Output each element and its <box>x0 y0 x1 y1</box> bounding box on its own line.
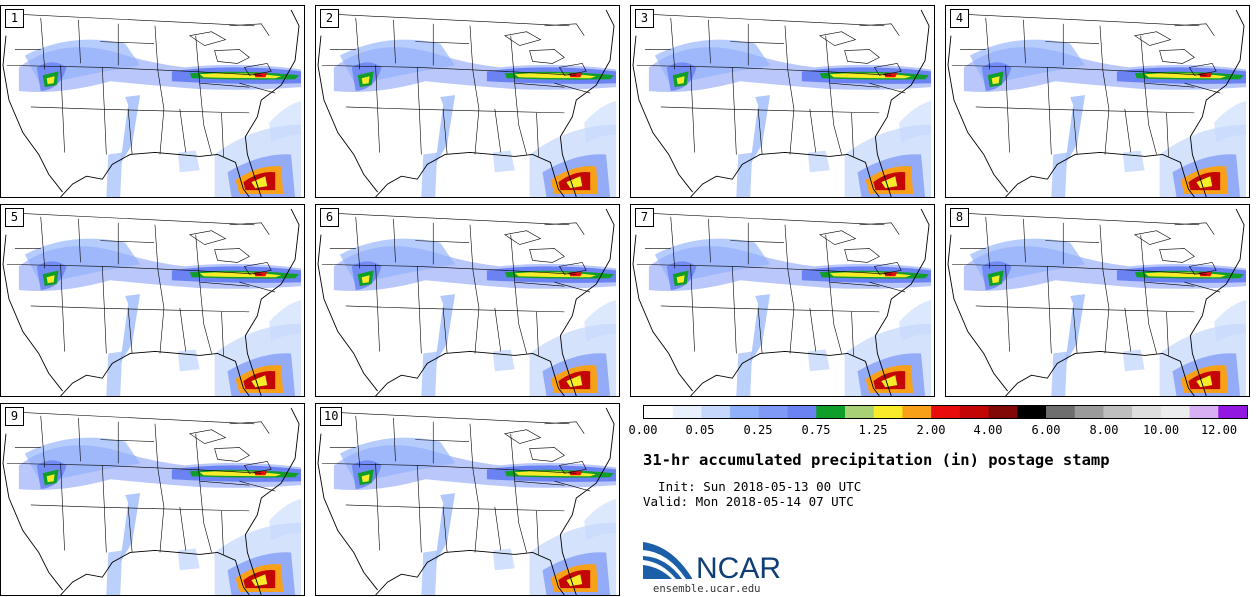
init-time: Init: Sun 2018-05-13 00 UTC <box>643 479 862 494</box>
colorbar-swatch <box>873 406 903 418</box>
colorbar-tick: 8.00 <box>1089 423 1119 437</box>
colorbar-swatch <box>1132 406 1162 418</box>
stamp-panel[interactable]: 4 <box>945 5 1250 198</box>
logo-url: ensemble.ucar.edu <box>653 583 761 595</box>
colorbar-swatch <box>988 406 1018 418</box>
stamp-panel[interactable]: 2 <box>315 5 620 198</box>
ncar-logo: NCAR <box>643 542 781 585</box>
colorbar-tick: 1.25 <box>858 423 888 437</box>
member-number: 8 <box>950 208 969 227</box>
stamp-panel[interactable]: 8 <box>945 204 1250 397</box>
member-number: 5 <box>5 208 24 227</box>
colorbar-tick: 6.00 <box>1031 423 1061 437</box>
stamp-panel[interactable]: 5 <box>0 204 305 397</box>
colorbar-swatch <box>959 406 990 418</box>
colorbar-tick: 2.00 <box>916 423 946 437</box>
valid-time: Valid: Mon 2018-05-14 07 UTC <box>643 494 854 509</box>
member-number: 10 <box>320 407 343 426</box>
figure-title: 31-hr accumulated precipitation (in) pos… <box>643 451 1110 469</box>
precip-map <box>632 9 932 197</box>
precip-map <box>2 9 302 197</box>
colorbar-tick: 12.00 <box>1200 423 1238 437</box>
colorbar <box>643 405 1248 419</box>
colorbar-swatch <box>787 406 817 418</box>
colorbar-swatch <box>758 406 789 418</box>
colorbar-swatch <box>902 406 932 418</box>
ncar-logo-text: NCAR <box>696 552 781 585</box>
colorbar-swatch <box>1074 406 1104 418</box>
member-number: 4 <box>950 9 969 28</box>
colorbar-swatch <box>672 406 702 418</box>
colorbar-swatch <box>644 406 674 418</box>
member-number: 1 <box>5 9 24 28</box>
precip-map <box>947 9 1247 197</box>
stamp-panel[interactable]: 6 <box>315 204 620 397</box>
colorbar-swatch <box>701 406 731 418</box>
colorbar-swatch <box>1218 406 1247 418</box>
colorbar-swatch <box>1017 406 1047 418</box>
colorbar-tick: 0.00 <box>628 423 658 437</box>
precip-map <box>317 208 617 396</box>
colorbar-swatch <box>730 406 760 418</box>
member-number: 2 <box>320 9 339 28</box>
precip-map <box>2 407 302 595</box>
precip-map <box>317 9 617 197</box>
colorbar-tick: 10.00 <box>1142 423 1180 437</box>
stamp-panel[interactable]: 7 <box>630 204 935 397</box>
precip-map <box>947 208 1247 396</box>
member-number: 9 <box>5 407 24 426</box>
stamp-panel[interactable]: 10 <box>315 403 620 596</box>
member-number: 6 <box>320 208 339 227</box>
colorbar-swatch <box>931 406 961 418</box>
colorbar-swatch <box>845 406 875 418</box>
precip-map <box>2 208 302 396</box>
precip-map <box>317 407 617 595</box>
member-number: 7 <box>635 208 654 227</box>
stamp-panel[interactable]: 1 <box>0 5 305 198</box>
colorbar-tick: 4.00 <box>973 423 1003 437</box>
colorbar-swatch <box>1160 406 1191 418</box>
colorbar-tick: 0.25 <box>743 423 773 437</box>
precip-map <box>632 208 932 396</box>
colorbar-tick: 0.05 <box>685 423 715 437</box>
member-number: 3 <box>635 9 654 28</box>
colorbar-swatch <box>1046 406 1076 418</box>
colorbar-swatch <box>1103 406 1133 418</box>
stamp-panel[interactable]: 9 <box>0 403 305 596</box>
colorbar-tick: 0.75 <box>801 423 831 437</box>
stamp-panel[interactable]: 3 <box>630 5 935 198</box>
colorbar-swatch <box>1189 406 1219 418</box>
colorbar-swatch <box>816 406 846 418</box>
